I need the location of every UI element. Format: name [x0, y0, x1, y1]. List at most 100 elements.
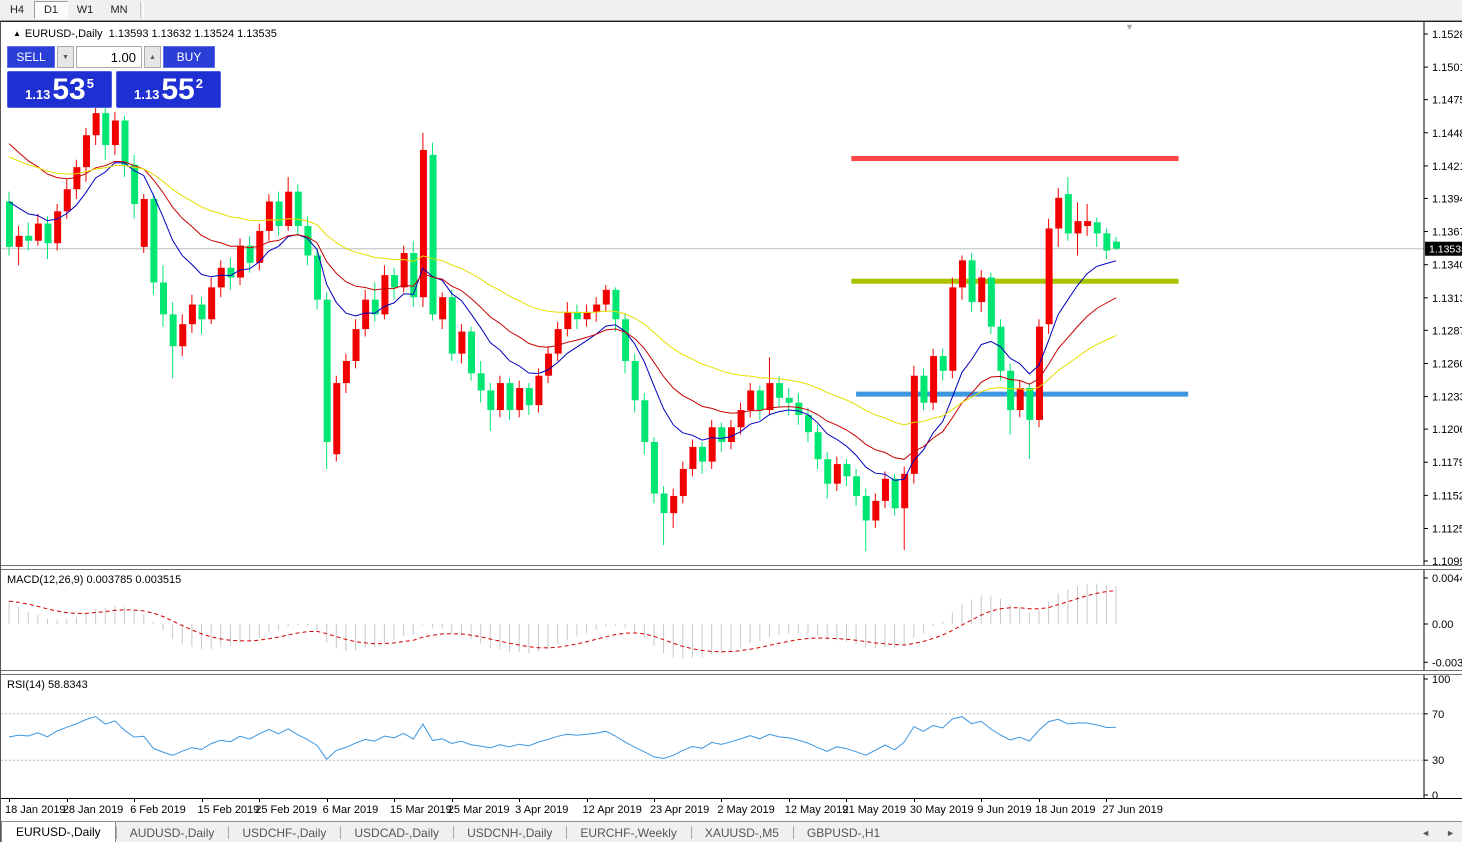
hline-FF4545[interactable]: [851, 156, 1179, 162]
candle-body: [6, 201, 13, 247]
candle-body: [410, 253, 418, 298]
sell-button[interactable]: SELL: [7, 46, 55, 68]
candle-body: [853, 476, 861, 496]
date-tick: [1106, 799, 1108, 802]
candle-body: [718, 427, 726, 442]
timeframe-toolbar: H4 D1 W1 MN: [0, 0, 1462, 21]
candle-body: [102, 113, 110, 146]
symbol-tab-xauusd-m5[interactable]: XAUUSD-,M5: [690, 822, 793, 842]
candle-body: [699, 446, 707, 462]
price-axis-label: 1.11525: [1432, 490, 1462, 502]
timeframe-button-w1[interactable]: W1: [68, 1, 102, 19]
symbol-tab-usdchf-daily[interactable]: USDCHF-,Daily: [228, 822, 340, 842]
sell-price-big: 53: [52, 73, 86, 106]
candle-body: [477, 373, 485, 391]
candle-body: [833, 464, 841, 484]
candle-body: [169, 314, 177, 347]
candle-body: [496, 383, 504, 411]
candle-body: [689, 446, 697, 469]
current-price-tag: [1425, 241, 1462, 256]
timeframe-button-d1[interactable]: D1: [34, 1, 68, 19]
sell-price-panel[interactable]: 1.13 53 5: [7, 71, 112, 108]
date-axis-label: 15 Feb 2019: [197, 804, 260, 816]
candle-body: [217, 267, 225, 288]
candle-body: [756, 390, 764, 411]
hline-A9C300[interactable]: [851, 278, 1179, 284]
tab-scroll-controls: ◄ ►: [1413, 822, 1462, 842]
symbol-tab-eurchf-weekly[interactable]: EURCHF-,Weekly: [566, 822, 690, 842]
price-chart-pane[interactable]: 1.15285 1.15015 1.14750 1.14480 1.14210 1.139…: [1, 22, 1462, 565]
candle-body: [978, 277, 986, 303]
candle-body: [795, 402, 803, 415]
candle-body: [535, 375, 543, 406]
date-axis-label: 12 May 2019: [784, 804, 849, 816]
candle-body: [612, 289, 620, 320]
tab-scroll-left-icon[interactable]: ◄: [1421, 827, 1431, 838]
volume-input[interactable]: [76, 46, 142, 68]
candle-body: [1093, 222, 1101, 234]
symbol-tab-gbpusd-h1[interactable]: GBPUSD-,H1: [792, 822, 894, 842]
toolbar-separator: [140, 2, 144, 18]
buy-price-panel[interactable]: 1.13 55 2: [116, 71, 221, 108]
horizontal-lines: [851, 156, 1189, 397]
candle-body: [766, 383, 774, 411]
candle-body: [881, 478, 889, 501]
candle-body: [737, 410, 745, 428]
candle-body: [314, 255, 322, 300]
date-axis-label: 25 Feb 2019: [255, 804, 318, 816]
candle-body: [987, 277, 995, 327]
date-axis[interactable]: 18 Jan 2019 28 Jan 2019 6 Feb 2019 15 Feb 2…: [1, 798, 1462, 821]
candle-body: [622, 319, 630, 361]
candle-body: [660, 493, 668, 514]
candle-body: [448, 297, 456, 354]
rsi-pane[interactable]: 100 70 30 0 RSI(14) 58.8343: [1, 675, 1462, 798]
macd-pane[interactable]: 0.004465 0.00 -0.003715 MACD(12,26,9) 0.003…: [1, 570, 1462, 671]
date-tick: [134, 799, 136, 802]
price-axis-label: 1.13945: [1432, 193, 1462, 205]
timeframe-button-mn[interactable]: MN: [102, 1, 136, 19]
candle-body: [525, 387, 533, 406]
date-axis-label: 30 May 2019: [909, 804, 974, 816]
scroll-to-end-marker[interactable]: ▼: [1125, 22, 1134, 32]
chart-title: ▲ EURUSD-,Daily 1.13593 1.13632 1.13524 1…: [13, 28, 277, 40]
date-tick: [9, 799, 10, 802]
pane-splitter[interactable]: [1, 670, 1462, 675]
pane-splitter[interactable]: [1, 565, 1462, 570]
candle-body: [1055, 197, 1063, 229]
candle-body: [227, 267, 235, 278]
date-tick: [259, 799, 261, 802]
buy-button[interactable]: BUY: [163, 46, 215, 68]
candle-body: [670, 495, 678, 514]
date-tick: [653, 799, 655, 802]
macd-axis-label: -0.003715: [1432, 657, 1462, 669]
symbol-tab-usdcad-daily[interactable]: USDCAD-,Daily: [340, 822, 453, 842]
date-tick: [519, 799, 521, 802]
volume-decrease-button[interactable]: ▼: [57, 46, 74, 68]
collapse-triangle-icon[interactable]: ▲: [13, 29, 21, 38]
candle-body: [872, 500, 880, 521]
tab-scroll-right-icon[interactable]: ►: [1446, 827, 1455, 838]
candle-body: [1084, 221, 1092, 227]
candle-body: [602, 289, 610, 305]
volume-increase-button[interactable]: ▲: [144, 46, 161, 68]
candle-body: [1103, 233, 1111, 251]
candle-body: [439, 297, 447, 320]
symbol-tab-usdcnh-daily[interactable]: USDCNH-,Daily: [453, 822, 566, 842]
candle-body: [285, 191, 293, 227]
symbol-tab-audusd-daily[interactable]: AUDUSD-,Daily: [115, 822, 229, 842]
candle-body: [246, 245, 254, 263]
candle-body: [92, 113, 100, 136]
candle-body: [352, 329, 360, 361]
candle-body: [419, 149, 427, 298]
symbol-tab-eurusd-daily[interactable]: EURUSD-,Daily: [1, 822, 116, 842]
candle-body: [1026, 387, 1034, 420]
buy-price-pip: 2: [195, 76, 203, 91]
price-axis-label: 1.10990: [1432, 556, 1462, 565]
date-axis-label: 2 May 2019: [717, 804, 775, 816]
candle-body: [342, 360, 350, 384]
date-axis-label: 9 Jun 2019: [977, 804, 1032, 816]
price-axis-label: 1.14210: [1432, 161, 1462, 173]
candle-body: [15, 235, 23, 247]
timeframe-button-h4[interactable]: H4: [0, 1, 34, 19]
candle-body: [930, 356, 938, 403]
